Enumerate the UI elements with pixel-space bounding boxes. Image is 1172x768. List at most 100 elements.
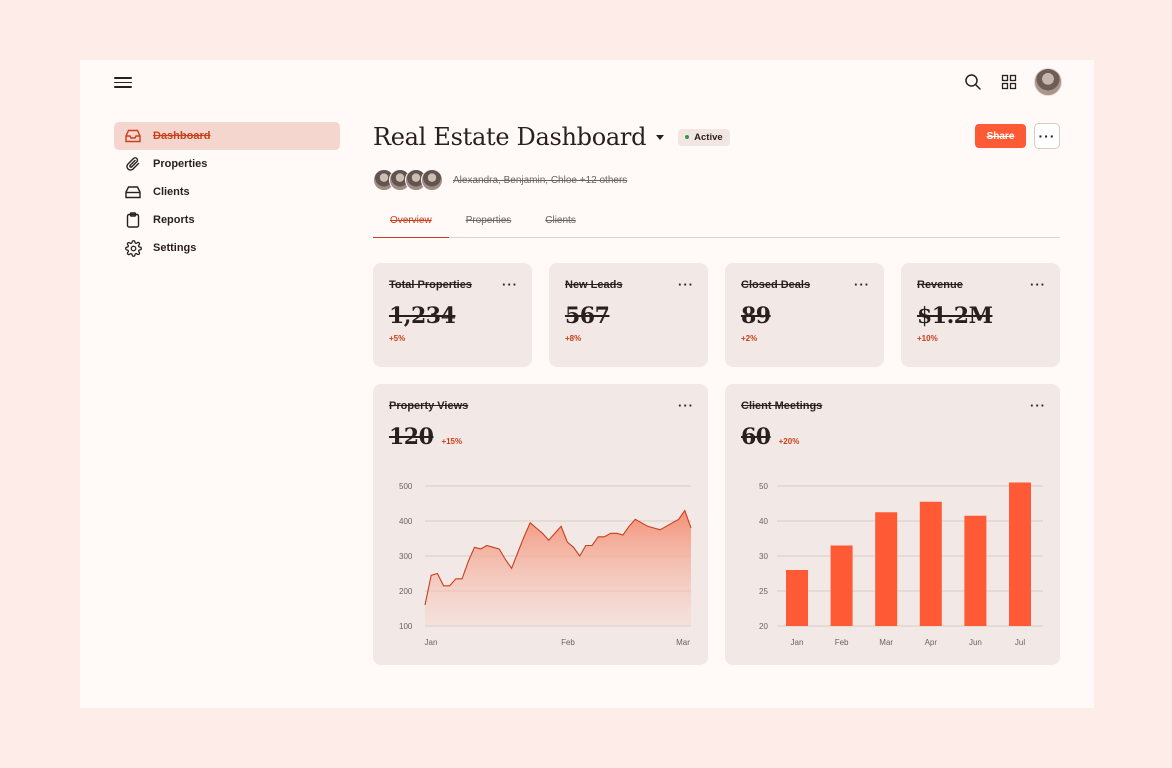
y-tick-label: 25 (759, 587, 768, 596)
bar-mar (875, 512, 898, 626)
status-badge: Active (678, 128, 730, 146)
sidebar-item-clients[interactable]: Clients (114, 178, 340, 206)
property-views-card: Property Views ··· 120 +15% 500 400 300 200… (373, 384, 708, 665)
x-tick-label: Mar (879, 638, 893, 647)
more-icon[interactable]: ··· (502, 277, 518, 292)
more-icon[interactable]: ··· (678, 398, 694, 413)
more-icon[interactable]: ··· (854, 277, 870, 292)
avatar (421, 169, 443, 191)
y-tick-label: 500 (399, 482, 413, 491)
clipboard-icon (124, 211, 142, 229)
sidebar-item-label: Dashboard (153, 130, 211, 142)
more-icon[interactable]: ··· (678, 277, 694, 292)
tab-clients[interactable]: Clients (545, 215, 576, 226)
chart-summary: 60 +20% (741, 424, 1044, 450)
client-meetings-card: Client Meetings ··· 60 +20% 50 40 30 25 20 Ja… (725, 384, 1060, 665)
drive-icon (124, 183, 142, 201)
collaborators-row: Alexandra, Benjamin, Chloe +12 others (373, 168, 1060, 192)
chevron-down-icon[interactable] (656, 132, 666, 142)
chart-value: 120 (389, 424, 434, 450)
chart-delta: +15% (441, 437, 463, 446)
y-tick-label: 300 (399, 552, 413, 561)
sidebar-item-dashboard[interactable]: Dashboard (114, 122, 340, 150)
y-tick-label: 400 (399, 517, 413, 526)
kpi-delta: +10% (917, 334, 938, 343)
x-tick-label: Apr (925, 638, 938, 647)
kpi-card-total-properties: Total Properties ··· 1,234 +5% (373, 263, 532, 367)
area-fill (425, 510, 691, 626)
avatar-stack[interactable] (373, 169, 443, 191)
bar-feb (830, 545, 853, 626)
more-icon[interactable]: ··· (1030, 277, 1046, 292)
y-tick-label: 100 (399, 622, 413, 631)
chart-title: Client Meetings (741, 400, 823, 412)
x-tick-label: Jul (1015, 638, 1025, 647)
bar-jun (964, 515, 987, 626)
kpi-delta: +5% (389, 334, 406, 343)
grid-icon[interactable] (998, 71, 1020, 93)
kpi-title: Revenue (917, 279, 963, 291)
collaborators-text: Alexandra, Benjamin, Chloe +12 others (453, 174, 628, 186)
kpi-card-new-leads: New Leads ··· 567 +8% (549, 263, 708, 367)
user-avatar[interactable] (1034, 68, 1062, 96)
x-tick-label: Jan (425, 638, 438, 647)
x-tick-label: Jan (791, 638, 804, 647)
kpi-value: $1.2M (917, 303, 993, 329)
sidebar-item-label: Settings (153, 242, 197, 254)
property-views-chart: 500 400 300 200 100 Jan Feb Mar (399, 482, 692, 647)
sidebar-item-reports[interactable]: Reports (114, 206, 340, 234)
top-toolbar (962, 68, 1062, 96)
chart-title: Property Views (389, 400, 469, 412)
share-button[interactable]: Share (975, 124, 1026, 148)
y-tick-label: 50 (759, 482, 768, 491)
x-tick-label: Jun (969, 638, 982, 647)
tab-bar: Overview Properties Clients (373, 210, 1060, 238)
status-dot-icon (685, 135, 690, 139)
bar-apr (919, 501, 942, 626)
kpi-value: 567 (565, 303, 610, 329)
x-tick-label: Mar (676, 638, 690, 647)
charts-row: Property Views ··· 120 +15% 500 400 300 200… (373, 384, 1060, 665)
tab-properties[interactable]: Properties (465, 215, 512, 226)
kpi-title: New Leads (565, 279, 623, 291)
x-tick-label: Feb (835, 638, 849, 647)
kpi-card-closed-deals: Closed Deals ··· 89 +2% (725, 263, 884, 367)
paperclip-icon (124, 155, 142, 173)
chart-summary: 120 +15% (389, 424, 692, 450)
sidebar-item-settings[interactable]: Settings (114, 234, 340, 262)
tab-overview[interactable]: Overview (373, 210, 449, 238)
hamburger-icon[interactable] (114, 74, 132, 92)
y-tick-label: 30 (759, 552, 768, 561)
main-content: Real Estate Dashboard Active Share ··· A… (373, 120, 1060, 665)
client-meetings-chart: 50 40 30 25 20 Jan Feb Mar Apr Jun Jul (759, 482, 1043, 647)
inbox-icon (124, 127, 142, 145)
search-icon[interactable] (962, 71, 984, 93)
bar-jul (1009, 482, 1031, 626)
title-row: Real Estate Dashboard Active (373, 120, 1060, 154)
series-line (424, 509, 692, 606)
gear-icon (124, 239, 142, 257)
chart-value: 60 (741, 424, 771, 450)
sidebar-item-properties[interactable]: Properties (114, 150, 340, 178)
kpi-title: Total Properties (389, 279, 472, 291)
app-window: Dashboard Properties Clients Reports Set… (80, 60, 1094, 708)
sidebar-item-label: Clients (153, 186, 190, 198)
x-tick-label: Feb (561, 638, 575, 647)
kpi-value: 89 (741, 303, 771, 329)
sidebar-item-label: Properties (153, 158, 208, 170)
kpi-title: Closed Deals (741, 279, 811, 291)
more-icon[interactable]: ··· (1030, 398, 1046, 413)
sidebar-item-label: Reports (153, 214, 195, 226)
kpi-value: 1,234 (389, 303, 456, 329)
kpi-row: Total Properties ··· 1,234 +5% New Leads… (373, 263, 1060, 367)
status-label: Active (694, 131, 723, 143)
page-title: Real Estate Dashboard (373, 123, 647, 151)
chart-delta: +20% (778, 437, 800, 446)
sidebar: Dashboard Properties Clients Reports Set… (114, 122, 340, 262)
bar-jan (786, 570, 808, 626)
y-tick-label: 40 (759, 517, 768, 526)
kpi-delta: +8% (565, 334, 582, 343)
kpi-delta: +2% (741, 334, 758, 343)
kpi-card-revenue: Revenue ··· $1.2M +10% (901, 263, 1060, 367)
more-options-button[interactable]: ··· (1034, 123, 1060, 149)
